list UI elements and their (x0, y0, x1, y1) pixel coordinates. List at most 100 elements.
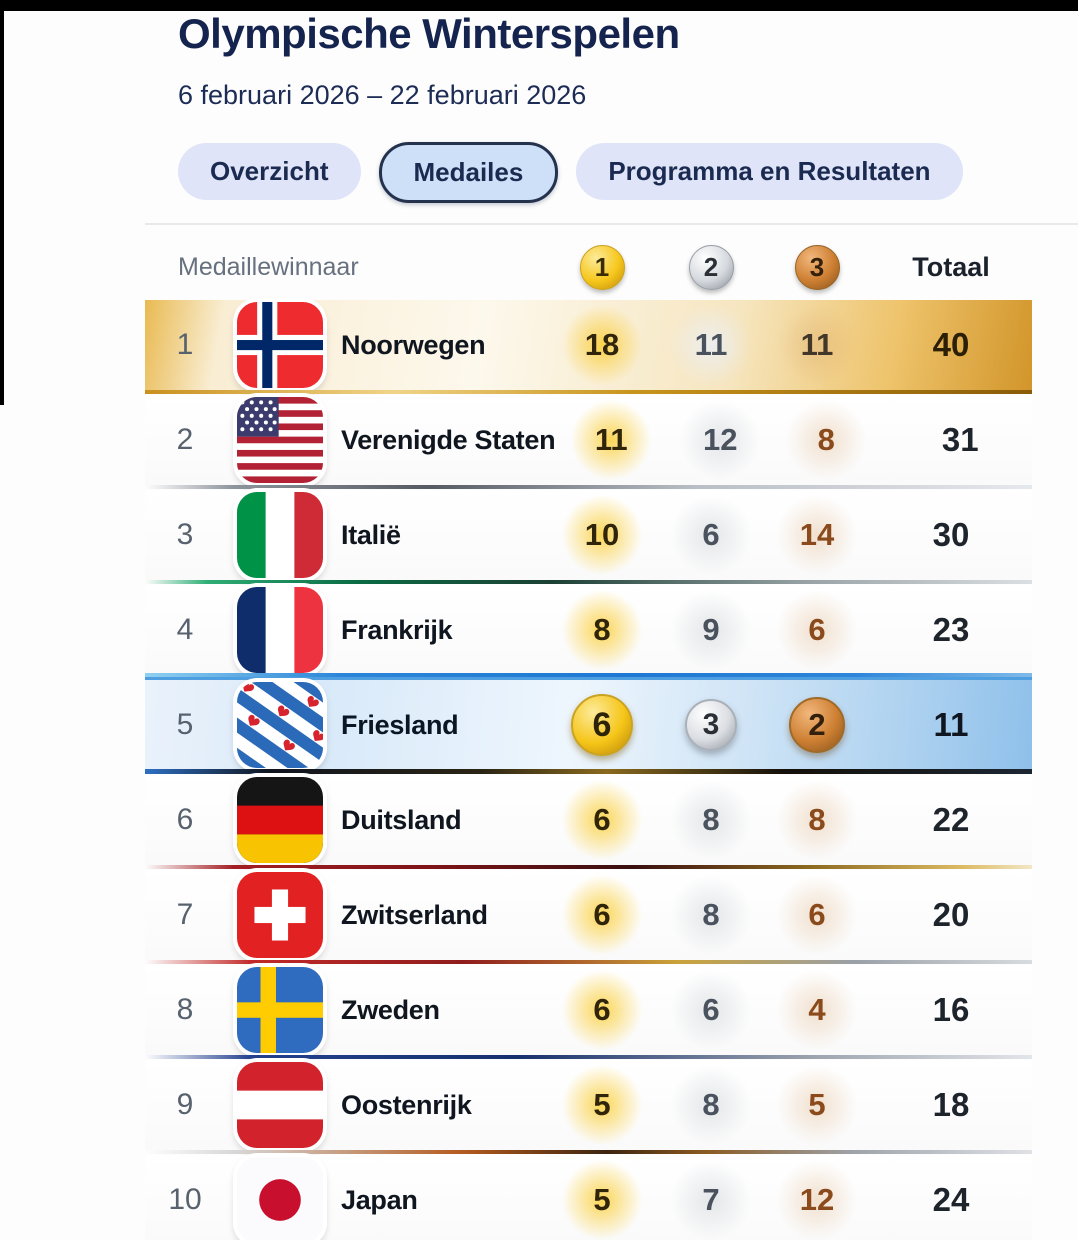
silver-count: 6 (702, 992, 720, 1027)
rank: 6 (176, 803, 194, 836)
gold-count: 6 (593, 802, 611, 837)
silver-count: 8 (702, 897, 720, 932)
gold-count: 6 (593, 897, 611, 932)
country-name: Italië (341, 519, 401, 550)
country-name: Duitsland (341, 804, 462, 835)
bronze-count: 4 (808, 992, 826, 1027)
row-flag-underline (145, 580, 1032, 584)
medal-table-row-germany[interactable]: 6 Duitsland 6 8 8 22 (145, 775, 1032, 869)
rank: 5 (176, 708, 194, 741)
bronze-count: 8 (817, 422, 835, 457)
rank: 9 (176, 1088, 194, 1121)
silver-count: 8 (702, 802, 720, 837)
column-total: Totaal (912, 251, 990, 282)
medal-table-row-friesland[interactable]: 5 Friesland 6 3 2 11 (145, 680, 1032, 774)
rank: 1 (176, 328, 194, 361)
bronze-count: 14 (799, 517, 835, 552)
medal-table: 1 Noorwegen 18 11 11 40 2 Verenigde Stat… (145, 300, 1032, 1240)
silver-count: 11 (694, 327, 728, 362)
rank: 3 (176, 518, 194, 551)
united-states-flag-icon (237, 397, 323, 483)
tab-programma-en-resultaten[interactable]: Programma en Resultaten (576, 143, 963, 200)
row-flag-underline (145, 1055, 1032, 1059)
rank: 8 (176, 993, 194, 1026)
country-name: Zwitserland (341, 899, 488, 930)
gold-count: 11 (594, 422, 628, 457)
tab-overzicht[interactable]: Overzicht (178, 143, 361, 200)
column-medal-winner: Medaillewinnaar (178, 252, 359, 281)
silver-count: 9 (702, 612, 720, 647)
japan-flag-icon (237, 1157, 323, 1240)
total-count: 31 (941, 421, 979, 458)
row-flag-underline (145, 865, 1032, 869)
silver-count: 3 (685, 699, 737, 751)
gold-count: 8 (593, 612, 611, 647)
row-flag-underline (145, 673, 1032, 679)
bronze-count: 12 (799, 1182, 835, 1217)
country-name: Japan (341, 1184, 418, 1215)
silver-count: 6 (702, 517, 720, 552)
total-count: 18 (932, 1086, 970, 1123)
header-divider (145, 223, 1078, 225)
tab-bar: Overzicht Medailes Programma en Resultaten (178, 140, 963, 203)
total-count: 30 (932, 516, 970, 553)
switzerland-flag-icon (237, 872, 323, 958)
total-count: 22 (932, 801, 970, 838)
gold-count: 18 (584, 327, 620, 362)
bronze-count: 5 (808, 1087, 826, 1122)
row-flag-underline (145, 390, 1032, 394)
total-count: 40 (932, 326, 970, 363)
silver-count: 12 (703, 422, 738, 457)
total-count: 23 (932, 611, 970, 648)
row-flag-underline (145, 485, 1032, 489)
france-flag-icon (237, 587, 323, 673)
gold-count: 5 (593, 1182, 611, 1217)
letterbox-left (0, 0, 4, 405)
bronze-count: 8 (808, 802, 826, 837)
country-name: Oostenrijk (341, 1089, 472, 1120)
bronze-count: 11 (800, 327, 834, 362)
bronze-count: 2 (789, 697, 845, 753)
rank: 4 (176, 613, 194, 646)
letterbox-top (0, 0, 1078, 11)
country-name: Noorwegen (341, 329, 486, 360)
medal-table-row-switzerland[interactable]: 7 Zwitserland 6 8 6 20 (145, 870, 1032, 964)
row-flag-underline (145, 960, 1032, 964)
rank: 10 (168, 1183, 202, 1216)
total-count: 11 (933, 706, 969, 743)
medal-table-row-austria[interactable]: 9 Oostenrijk 5 8 5 18 (145, 1060, 1032, 1154)
row-flag-underline (145, 1150, 1032, 1154)
country-name: Frankrijk (341, 614, 453, 645)
row-flag-underline (145, 769, 1032, 774)
total-count: 20 (932, 896, 970, 933)
bronze-medal-icon: 3 (794, 244, 840, 290)
country-name: Verenigde Staten (341, 424, 556, 455)
medal-table-row-norway[interactable]: 1 Noorwegen 18 11 11 40 (145, 300, 1032, 394)
table-header: Medaillewinnaar 1 2 3 Totaal (145, 236, 1032, 298)
medal-table-row-italy[interactable]: 3 Italië 10 6 14 30 (145, 490, 1032, 584)
medal-table-row-sweden[interactable]: 8 Zweden 6 6 4 16 (145, 965, 1032, 1059)
bronze-count: 6 (808, 612, 826, 647)
austria-flag-icon (237, 1062, 323, 1148)
germany-flag-icon (237, 777, 323, 863)
silver-count: 8 (702, 1087, 720, 1122)
country-name: Friesland (341, 709, 459, 740)
gold-count: 6 (571, 694, 633, 756)
silver-medal-icon: 2 (688, 244, 734, 290)
medal-table-row-france[interactable]: 4 Frankrijk 8 9 6 23 (145, 585, 1032, 679)
italy-flag-icon (237, 492, 323, 578)
gold-count: 6 (593, 992, 611, 1027)
gold-count: 5 (593, 1087, 611, 1122)
gold-medal-icon: 1 (579, 244, 625, 290)
date-range: 6 februari 2026 – 22 februari 2026 (178, 80, 587, 110)
tab-medailes[interactable]: Medailes (378, 142, 559, 203)
total-count: 16 (932, 991, 970, 1028)
sweden-flag-icon (237, 967, 323, 1053)
gold-count: 10 (584, 517, 620, 552)
friesland-flag-icon (237, 682, 323, 768)
medal-table-row-united-states[interactable]: 2 Verenigde Staten 11 12 8 31 (145, 395, 1032, 489)
rank: 2 (176, 423, 194, 456)
page-title: Olympische Winterspelen (178, 10, 680, 57)
medal-table-row-japan[interactable]: 10 Japan 5 7 12 24 (145, 1155, 1032, 1240)
